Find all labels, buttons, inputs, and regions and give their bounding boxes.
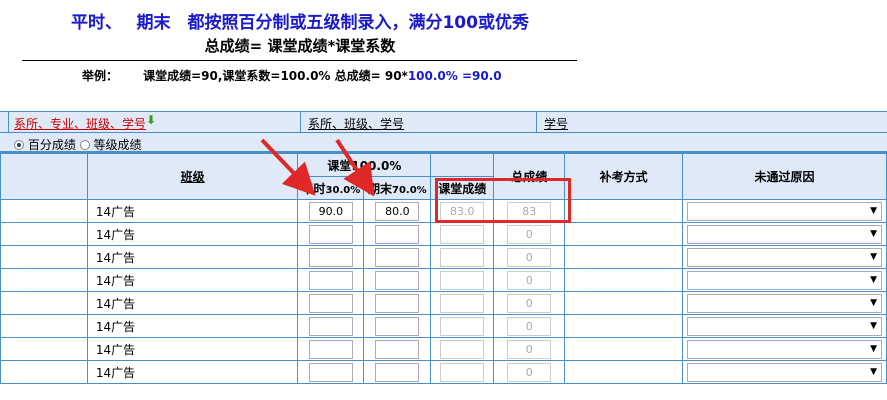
col-reason: 未通过原因 xyxy=(681,153,887,200)
col-empty xyxy=(430,153,495,177)
sort-dept-class-id[interactable]: 系所、班级、学号 xyxy=(308,117,405,131)
example-text: 课堂成绩=90,课堂系数=100.0% 总成绩= 90* xyxy=(143,69,408,83)
table-row: 14广告 0 xyxy=(0,314,887,338)
col-makeup: 补考方式 xyxy=(564,153,683,200)
sort-id[interactable]: 学号 xyxy=(544,117,569,131)
final-input[interactable] xyxy=(375,316,420,336)
total-input: 83 xyxy=(507,201,552,221)
instruction-title: 平时、 期末 都按照百分制或五级制录入，满分100或优秀 xyxy=(71,13,529,33)
final-input[interactable] xyxy=(375,224,420,244)
arrow-usual xyxy=(260,138,316,196)
final-input[interactable]: 80.0 xyxy=(375,201,420,221)
divider xyxy=(22,60,577,61)
reason-select[interactable] xyxy=(686,270,882,290)
total-input: 0 xyxy=(507,224,552,244)
radio-percent-label: 百分成绩 xyxy=(27,138,76,152)
final-input[interactable] xyxy=(375,339,420,359)
table-row: 14广告 0 xyxy=(0,268,887,292)
cell-makeup xyxy=(564,222,683,246)
class-score-input xyxy=(440,247,485,267)
cell-makeup xyxy=(564,199,683,223)
col-final: 期末70.0% xyxy=(363,176,432,200)
cell-class: 14广告 xyxy=(86,245,299,269)
class-score-input xyxy=(440,293,485,313)
table-row: 14广告 0 xyxy=(0,360,887,384)
class-score-input xyxy=(440,270,485,290)
divider xyxy=(300,112,301,133)
usual-input[interactable]: 90.0 xyxy=(308,201,353,221)
cell-makeup xyxy=(564,314,683,338)
table-row: 14广告 0 xyxy=(0,222,887,246)
reason-select[interactable] xyxy=(686,247,882,267)
final-input[interactable] xyxy=(375,247,420,267)
sort-bar: 系所、专业、班级、学号 ⬇ 系所、班级、学号 学号 xyxy=(0,111,887,133)
table-row: 14广告 0 xyxy=(0,291,887,315)
cell-makeup xyxy=(564,268,683,292)
usual-input[interactable] xyxy=(308,316,353,336)
grades-table: 班级 课堂100.0% 总成绩 补考方式 未通过原因 平时30.0% 期末70.… xyxy=(0,153,887,384)
cell-blank xyxy=(0,245,88,269)
cell-blank xyxy=(0,314,88,338)
total-input: 0 xyxy=(507,293,552,313)
sort-down-arrow-icon: ⬇ xyxy=(146,113,157,127)
final-input[interactable] xyxy=(375,362,420,382)
example-result: 100.0% =90.0 xyxy=(407,69,502,83)
final-input[interactable] xyxy=(375,270,420,290)
radio-level-label: 等级成绩 xyxy=(93,138,142,152)
reason-select[interactable] xyxy=(686,339,882,359)
cell-blank xyxy=(0,222,88,246)
class-score-input xyxy=(440,362,485,382)
arrow-final xyxy=(335,138,375,197)
cell-blank xyxy=(0,337,88,361)
cell-makeup xyxy=(564,337,683,361)
total-input: 0 xyxy=(507,270,552,290)
usual-input[interactable] xyxy=(308,247,353,267)
cell-class: 14广告 xyxy=(86,291,299,315)
class-score-input xyxy=(440,316,485,336)
reason-select[interactable] xyxy=(686,224,882,244)
reason-select[interactable] xyxy=(686,293,882,313)
highlight-box xyxy=(435,178,571,223)
col-class[interactable]: 班级 xyxy=(86,153,299,200)
usual-input[interactable] xyxy=(308,293,353,313)
cell-class: 14广告 xyxy=(86,360,299,384)
sort-dept-major-class-id[interactable]: 系所、专业、班级、学号 xyxy=(14,117,147,131)
class-score-input xyxy=(440,224,485,244)
cell-class: 14广告 xyxy=(86,199,299,223)
divider xyxy=(536,112,537,133)
cell-class: 14广告 xyxy=(86,314,299,338)
table-row: 14广告 0 xyxy=(0,245,887,269)
total-input: 0 xyxy=(507,362,552,382)
total-input: 0 xyxy=(507,316,552,336)
cell-blank xyxy=(0,291,88,315)
final-input[interactable] xyxy=(375,293,420,313)
class-score-input: 83.0 xyxy=(440,201,485,221)
class-score-input xyxy=(440,339,485,359)
reason-select[interactable] xyxy=(686,362,882,382)
total-input: 0 xyxy=(507,339,552,359)
table-row: 14广告 0 xyxy=(0,337,887,361)
usual-input[interactable] xyxy=(308,339,353,359)
radio-level[interactable] xyxy=(79,140,90,150)
usual-input[interactable] xyxy=(308,362,353,382)
cell-makeup xyxy=(564,360,683,384)
radio-percent[interactable] xyxy=(14,140,24,150)
usual-input[interactable] xyxy=(308,270,353,290)
usual-input[interactable] xyxy=(308,224,353,244)
formula-title: 总成绩= 课堂成绩*课堂系数 xyxy=(204,37,396,55)
reason-select[interactable] xyxy=(686,201,882,221)
cell-makeup xyxy=(564,291,683,315)
grade-mode-row: 百分成绩 等级成绩 xyxy=(0,133,887,153)
divider xyxy=(8,112,9,133)
reason-select[interactable] xyxy=(686,316,882,336)
example: 举例： 课堂成绩=90,课堂系数=100.0% 总成绩= 90*100.0% =… xyxy=(82,67,502,84)
example-label: 举例： xyxy=(82,69,119,83)
cell-class: 14广告 xyxy=(86,337,299,361)
total-input: 0 xyxy=(507,247,552,267)
